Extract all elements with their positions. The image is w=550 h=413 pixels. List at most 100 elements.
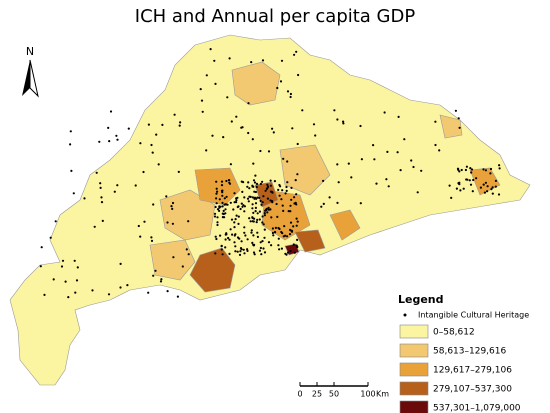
heritage-point: [266, 197, 269, 200]
heritage-point: [465, 178, 468, 181]
heritage-point: [282, 157, 285, 160]
heritage-point: [281, 204, 284, 207]
heritage-point: [375, 182, 378, 185]
heritage-point: [489, 167, 493, 171]
heritage-point: [222, 209, 225, 212]
heritage-point: [293, 251, 296, 254]
heritage-point: [223, 197, 226, 200]
heritage-point: [213, 212, 217, 215]
region: [329, 209, 361, 241]
heritage-point: [235, 201, 238, 204]
heritage-point: [261, 240, 264, 243]
heritage-point: [116, 138, 119, 141]
heritage-point: [272, 131, 275, 134]
heritage-point: [258, 210, 261, 213]
heritage-point: [494, 179, 497, 182]
scale-bar-label: 50: [329, 390, 339, 399]
heritage-point: [137, 224, 140, 228]
heritage-point: [295, 193, 298, 196]
heritage-point: [264, 189, 267, 192]
heritage-point: [469, 167, 472, 170]
heritage-point: [498, 164, 501, 167]
heritage-point: [250, 231, 253, 234]
heritage-point: [253, 181, 257, 184]
heritage-point: [286, 90, 290, 93]
heritage-point: [241, 205, 244, 208]
heritage-point: [147, 291, 150, 294]
heritage-point: [416, 191, 419, 194]
heritage-point: [483, 191, 486, 194]
heritage-point: [39, 265, 42, 268]
heritage-point: [187, 253, 190, 256]
heritage-point: [290, 230, 294, 233]
heritage-point: [261, 221, 264, 224]
heritage-point: [270, 216, 273, 219]
heritage-point: [289, 95, 292, 99]
heritage-point: [489, 172, 492, 175]
heritage-point: [263, 236, 266, 239]
region: [189, 247, 236, 293]
heritage-point: [237, 215, 240, 218]
heritage-point: [286, 251, 290, 254]
heritage-point: [434, 143, 437, 147]
heritage-point: [256, 218, 259, 221]
heritage-point: [258, 196, 261, 199]
heritage-point: [100, 196, 103, 199]
legend-swatch: [399, 343, 429, 358]
heritage-point: [246, 248, 249, 251]
heritage-point: [420, 169, 423, 172]
heritage-point: [293, 202, 296, 205]
heritage-point: [61, 259, 65, 262]
heritage-point: [221, 212, 224, 215]
heritage-point: [479, 186, 482, 189]
heritage-point: [284, 192, 287, 195]
heritage-point: [227, 236, 230, 240]
heritage-point: [462, 187, 465, 190]
region: [231, 61, 281, 106]
heritage-point: [243, 226, 246, 229]
heritage-point: [272, 234, 275, 237]
heritage-point: [397, 115, 400, 118]
heritage-point: [234, 218, 237, 221]
legend-swatch: [399, 324, 429, 339]
heritage-point: [291, 127, 294, 130]
heritage-point: [280, 247, 283, 250]
heritage-point: [259, 149, 262, 153]
heritage-point: [280, 230, 283, 234]
heritage-point: [285, 189, 288, 192]
heritage-point: [460, 168, 463, 172]
heritage-point: [293, 53, 296, 56]
heritage-point: [216, 221, 219, 224]
heritage-point: [171, 222, 174, 225]
heritage-point: [99, 182, 102, 185]
heritage-point: [232, 208, 235, 211]
heritage-point: [214, 205, 217, 209]
heritage-point: [289, 210, 292, 213]
heritage-point: [49, 236, 52, 239]
heritage-point: [301, 109, 304, 112]
heritage-point: [255, 185, 258, 189]
heritage-point: [152, 203, 155, 206]
heritage-point: [176, 295, 179, 298]
heritage-point: [277, 244, 280, 247]
north-label: N: [26, 45, 34, 58]
heritage-point: [221, 253, 224, 256]
heritage-point: [248, 187, 251, 190]
heritage-point: [472, 178, 475, 182]
heritage-point: [165, 195, 168, 198]
heritage-point: [266, 211, 269, 214]
heritage-point: [254, 210, 257, 213]
heritage-point: [220, 184, 224, 187]
heritage-point: [201, 110, 204, 113]
heritage-point: [263, 228, 266, 231]
heritage-point: [139, 142, 142, 145]
heritage-point: [216, 216, 219, 219]
heritage-point: [336, 201, 339, 204]
heritage-point: [200, 99, 204, 102]
heritage-point: [458, 126, 461, 129]
heritage-point: [274, 226, 277, 229]
heritage-point: [280, 198, 283, 201]
heritage-point: [75, 279, 79, 282]
heritage-point: [234, 250, 237, 253]
heritage-point: [107, 293, 111, 296]
